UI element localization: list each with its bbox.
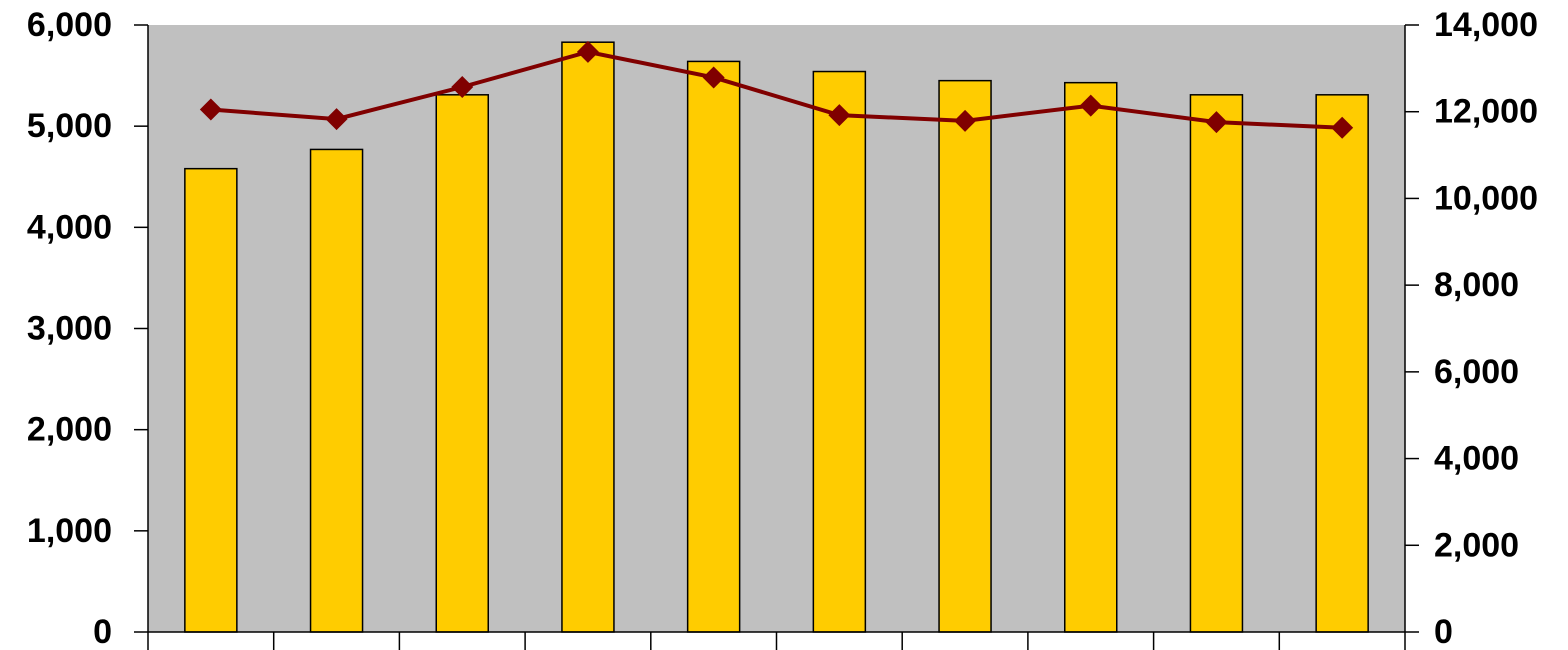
series-line	[210, 49, 1343, 130]
right-tick-label: 6,000	[1434, 353, 1519, 391]
right-axis-ticks: 0 2,000 4,000 6,000 8,000 10,000 12,000 14,000	[1405, 6, 1538, 650]
right-tick-label: 12,000	[1434, 93, 1538, 131]
bar	[812, 70, 867, 633]
right-tick-label: 14,000	[1434, 6, 1538, 44]
left-tick-label: 1,000	[27, 512, 112, 550]
line-point-marker	[954, 109, 977, 132]
bar	[1315, 94, 1369, 633]
left-axis-ticks: 0 1,000 2,000 3,000 4,000 5,000 6,000	[27, 6, 148, 650]
right-tick-label: 10,000	[1434, 179, 1538, 217]
line-point-marker	[1205, 111, 1228, 134]
left-tick-label: 5,000	[27, 107, 112, 145]
right-tick-label: 8,000	[1434, 266, 1519, 304]
line-point-marker	[702, 66, 725, 89]
line-series	[199, 40, 1354, 139]
bar-series	[184, 41, 1369, 633]
line-point-marker	[325, 108, 348, 131]
bar	[938, 79, 992, 633]
line-point-marker	[828, 104, 851, 127]
line-point-marker	[576, 40, 599, 63]
bar	[184, 167, 238, 633]
bar	[561, 41, 615, 633]
line-point-marker	[1079, 94, 1102, 117]
right-tick-label: 4,000	[1434, 440, 1519, 478]
line-point-marker	[1331, 116, 1354, 139]
left-tick-label: 4,000	[27, 208, 112, 246]
line-point-marker	[451, 76, 474, 99]
bar	[1189, 94, 1244, 633]
left-tick-label: 0	[93, 613, 112, 650]
bar	[1064, 81, 1118, 633]
right-tick-label: 0	[1434, 613, 1453, 650]
left-tick-label: 3,000	[27, 310, 112, 348]
left-tick-label: 6,000	[27, 6, 112, 44]
right-tick-label: 2,000	[1434, 526, 1519, 564]
bar	[435, 94, 489, 633]
left-tick-label: 2,000	[27, 411, 112, 449]
bar	[309, 148, 364, 633]
line-point-marker	[199, 98, 222, 121]
bar	[686, 60, 741, 633]
